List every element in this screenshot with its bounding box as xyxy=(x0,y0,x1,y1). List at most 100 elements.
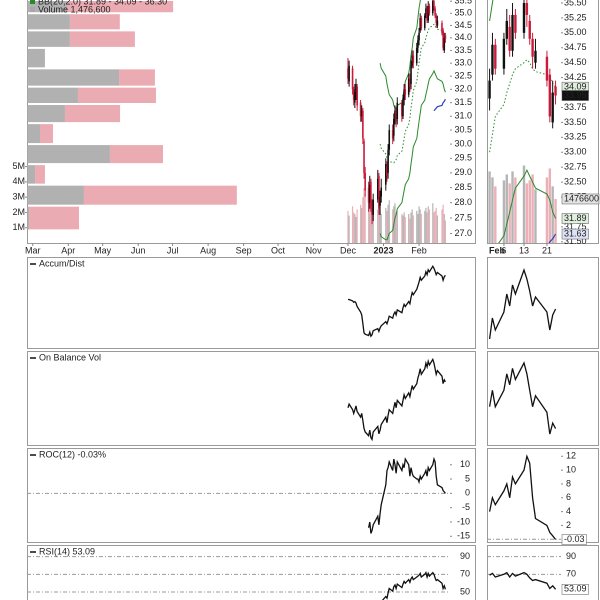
volume-bar xyxy=(432,203,434,243)
indicator-line xyxy=(488,454,557,540)
candle-body xyxy=(491,44,494,75)
vbp-bar xyxy=(27,145,110,164)
volume-bar xyxy=(425,207,427,243)
indicator-plot xyxy=(348,265,446,338)
candle-body xyxy=(488,80,491,99)
candle-body xyxy=(393,118,395,136)
value-box-label: 31.89 xyxy=(564,213,587,223)
x-tick-label: 6 xyxy=(501,245,506,255)
candle-body xyxy=(372,199,374,215)
zoom-price-plot xyxy=(488,0,557,243)
candle-body xyxy=(363,141,365,173)
volume-bar xyxy=(347,210,349,243)
candle-body xyxy=(548,74,552,117)
volume-bar xyxy=(353,212,355,243)
y-tick-label: 50 xyxy=(460,586,470,596)
candle-body xyxy=(359,102,362,117)
panel-frame xyxy=(27,257,476,349)
y-tick-label: 29.5 xyxy=(454,153,472,163)
value-box xyxy=(561,213,589,224)
y-tick-label: 90 xyxy=(566,551,576,561)
volume-bar xyxy=(528,180,531,243)
volume-bar xyxy=(409,218,411,243)
volume-bar xyxy=(377,209,379,243)
x-tick-label: Jun xyxy=(131,245,146,255)
vbp-bar xyxy=(69,31,135,47)
y-tick-label: 31.75 xyxy=(564,221,587,231)
indicator-line xyxy=(381,571,447,600)
y-tick-label: 35.5 xyxy=(454,0,472,6)
candle-body xyxy=(508,26,511,51)
volume-bar xyxy=(355,217,357,243)
y-tick-label: 4 xyxy=(566,506,571,516)
vbp-bar xyxy=(27,69,120,86)
candle-body xyxy=(402,99,404,117)
y-tick-label: -15 xyxy=(457,531,470,541)
candle-body xyxy=(443,37,446,51)
volume-bar xyxy=(417,213,419,243)
y-tick-label: 12 xyxy=(566,451,576,461)
y-tick-label: 30.0 xyxy=(454,138,472,148)
candle-body xyxy=(511,14,514,51)
legend-label: BB(20,2.0) 31.89 - 34.09 - 36.30 xyxy=(38,0,167,6)
candle-body xyxy=(545,56,549,81)
candle-body xyxy=(420,18,423,28)
x-tick-label: Aug xyxy=(200,245,216,255)
indicator-title: RSI(14) 53.09 xyxy=(39,546,95,556)
volume-bar xyxy=(386,210,388,243)
candle-body xyxy=(427,5,430,21)
candle-body xyxy=(380,187,383,197)
volume-tick-label: 3M xyxy=(12,192,25,202)
x-tick-label: May xyxy=(94,245,112,255)
volume-bar xyxy=(443,213,445,243)
candle-body xyxy=(442,30,444,48)
indicator-zoom-plot xyxy=(487,556,561,590)
volume-bar xyxy=(436,215,438,243)
volume-bar xyxy=(392,209,394,243)
y-tick-label: 35.00 xyxy=(564,27,587,37)
candle-body xyxy=(534,50,537,63)
candle-body xyxy=(415,47,418,64)
candle-body xyxy=(432,1,434,14)
candle-body xyxy=(348,65,350,82)
volume-bar xyxy=(401,213,403,243)
y-tick-label: 34.25 xyxy=(564,72,587,82)
y-tick-label: 90 xyxy=(460,551,470,561)
indicator-line xyxy=(367,456,446,534)
vbp-bar xyxy=(77,87,156,104)
x-tick-label: Dec xyxy=(340,245,357,255)
indicator-zoom-plot xyxy=(487,454,561,540)
y-tick-label: 31.50 xyxy=(564,236,587,246)
volume-bar xyxy=(369,200,371,243)
volume-bar xyxy=(348,215,350,243)
volume-bar xyxy=(434,210,436,243)
moving-average xyxy=(433,98,446,112)
panel-frame xyxy=(27,448,476,543)
vbp-bar xyxy=(27,1,68,13)
indicator-line xyxy=(348,265,446,338)
y-tick-label: 33.5 xyxy=(454,45,472,55)
x-tick-label: 21 xyxy=(542,245,552,255)
bb-upper xyxy=(379,0,421,109)
x-tick-label: Nov xyxy=(306,245,323,255)
y-tick-label: 2 xyxy=(566,520,571,530)
y-tick-label: 10 xyxy=(566,464,576,474)
value-box xyxy=(561,193,600,205)
indicator-title: Accum/Dist xyxy=(39,258,85,268)
y-tick-label: 8 xyxy=(566,478,571,488)
value-box-label: -0.03 xyxy=(564,534,585,544)
x-tick-label: Apr xyxy=(61,245,75,255)
candle-body xyxy=(411,55,413,66)
y-tick-label: 6 xyxy=(566,492,571,502)
indicator-line xyxy=(488,361,557,435)
candle-body xyxy=(425,8,427,16)
volume-bar xyxy=(379,212,381,243)
volume-bar xyxy=(394,203,396,243)
indicator-title: ROC(12) -0.03% xyxy=(39,449,106,459)
vbp-bar xyxy=(27,14,70,30)
y-tick-label: 5 xyxy=(465,473,470,483)
volume-bar xyxy=(534,189,537,243)
y-tick-label: 32.0 xyxy=(454,84,472,94)
volume-bar xyxy=(444,220,447,243)
candle-body xyxy=(409,78,411,87)
